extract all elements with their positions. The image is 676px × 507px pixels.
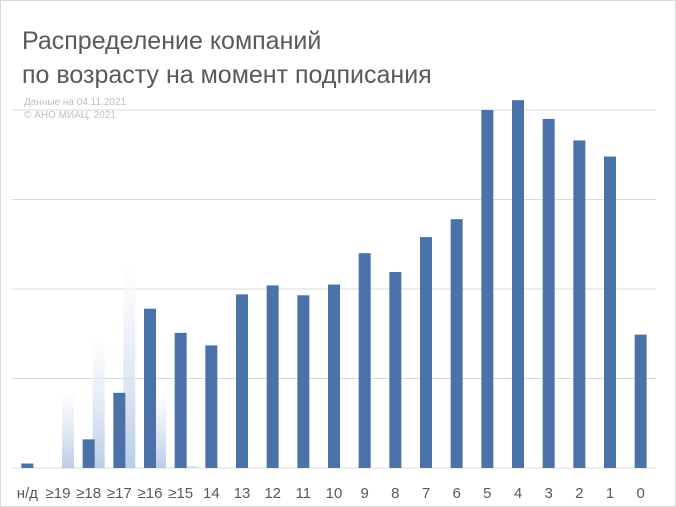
faded-bars: [62, 261, 197, 468]
source-note: Данные на 04.11.2021 © АНО МИАЦ, 2021: [24, 96, 126, 122]
x-tick-label: 11: [296, 485, 312, 502]
bar-16: [512, 100, 524, 468]
bar-9: [297, 295, 310, 468]
bar-10: [328, 284, 340, 468]
chart-title: Распределение компаний по возрасту на мо…: [22, 24, 432, 92]
bar-3: [113, 392, 126, 468]
x-tick-label: ≥16: [138, 485, 163, 502]
bar-0: [21, 463, 34, 468]
x-tick-label: 13: [234, 485, 251, 502]
x-tick-label: 6: [452, 485, 460, 502]
x-tick-label: 0: [636, 485, 644, 502]
bar-14: [450, 219, 463, 468]
x-tick-label: 3: [544, 485, 552, 502]
faded-bar-1: [62, 390, 74, 468]
x-tick-label: ≥17: [107, 485, 132, 502]
x-tick-label: 10: [326, 485, 343, 502]
source-copyright: © АНО МИАЦ, 2021: [24, 110, 116, 121]
bar-12: [389, 271, 402, 468]
bar-4: [144, 308, 156, 468]
bar-17: [542, 118, 555, 468]
x-tick-label: 1: [606, 485, 614, 502]
chart-title-line-1: Распределение компаний: [22, 27, 322, 55]
bar-6: [205, 345, 218, 468]
x-tick-label: ≥18: [76, 485, 101, 502]
bar-11: [358, 253, 371, 468]
x-tick-label: 7: [422, 485, 430, 502]
x-axis-labels: н/д ≥19 ≥18 ≥17 ≥16 ≥15 14 13 12 11 10 9 8 7 6 5 4 3 2 1 0: [17, 485, 645, 502]
bar-13: [420, 237, 432, 468]
faded-bar-2: [92, 336, 105, 468]
x-tick-label: 9: [360, 485, 368, 502]
bar-18: [573, 140, 586, 468]
x-tick-label: 8: [391, 485, 399, 502]
bars: [21, 100, 647, 469]
faded-bar-4: [154, 388, 166, 468]
chart-title-line-2: по возрасту на момент подписания: [22, 61, 432, 89]
bar-7: [236, 294, 248, 468]
x-tick-label: 4: [514, 485, 522, 502]
bar-19: [604, 156, 616, 469]
x-tick-label: н/д: [17, 485, 38, 502]
faded-bar-3: [123, 261, 136, 468]
source-date: Данные на 04.11.2021: [24, 97, 127, 108]
bar-5: [174, 332, 187, 468]
bar-20: [634, 334, 647, 468]
bar-8: [266, 285, 279, 468]
x-tick-label: 5: [483, 485, 491, 502]
bar-2: [82, 439, 95, 468]
bar-15: [481, 110, 494, 468]
x-tick-label: 14: [203, 485, 220, 502]
x-tick-label: ≥15: [168, 485, 193, 502]
x-tick-label: 2: [575, 485, 583, 502]
x-tick-label: 12: [264, 485, 281, 502]
faded-bar-5: [184, 465, 197, 468]
x-tick-label: ≥19: [46, 485, 71, 502]
